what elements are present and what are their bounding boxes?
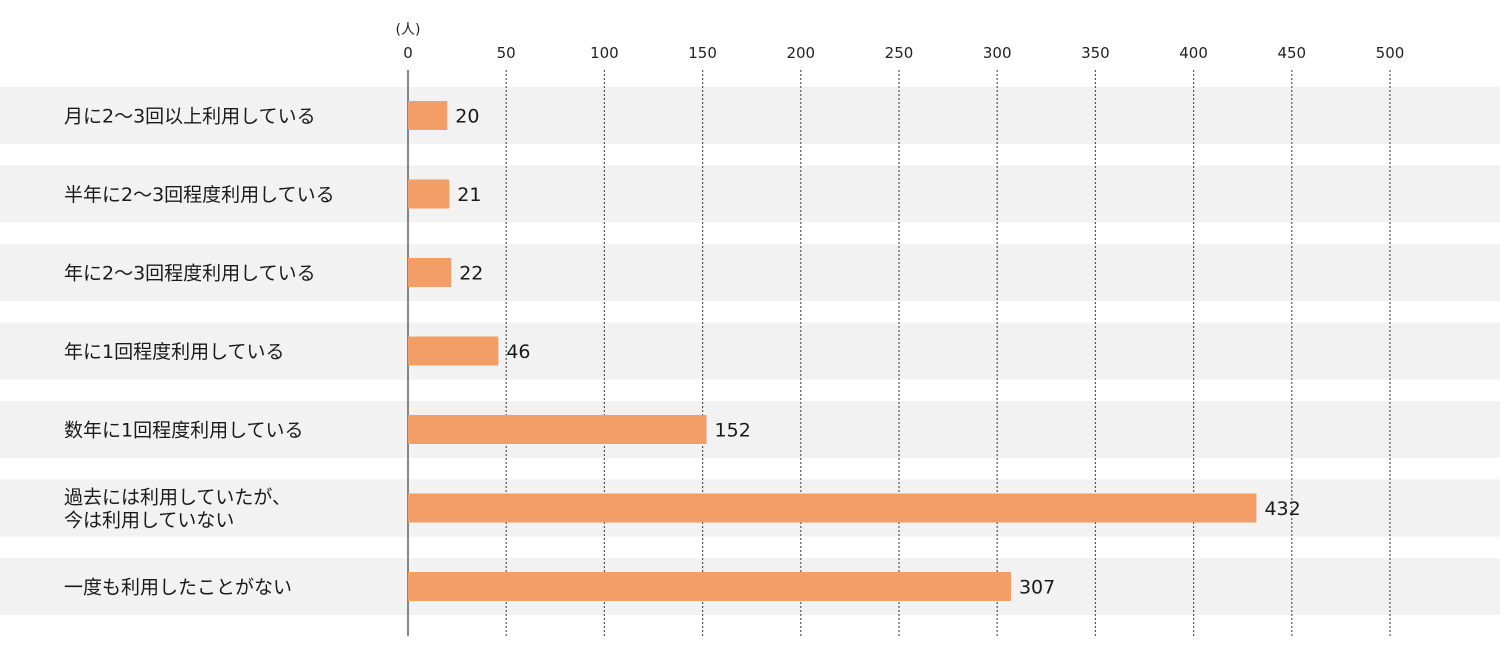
- bar: [408, 493, 1257, 523]
- category-label: 数年に1回程度利用している: [64, 420, 304, 442]
- bars: [408, 101, 1257, 601]
- x-tick-label: 50: [497, 44, 516, 62]
- x-axis-unit-label: (人): [396, 22, 421, 38]
- x-tick-label: 100: [590, 44, 619, 62]
- x-tick-label: 300: [983, 44, 1012, 62]
- category-label: 過去には利用していたが、今は利用していない: [64, 487, 291, 532]
- value-label: 152: [715, 420, 751, 442]
- x-tick-label: 150: [688, 44, 717, 62]
- bar: [408, 336, 499, 366]
- x-axis-tick-labels: 0 50 100 150 200 250 300 350 400 450 500: [403, 44, 1404, 62]
- category-label: 年に1回程度利用している: [64, 341, 285, 363]
- bar: [408, 572, 1011, 601]
- value-label: 307: [1019, 577, 1055, 599]
- row-band: [0, 165, 1500, 223]
- category-label: 一度も利用したことがない: [64, 577, 292, 599]
- row-band: [0, 322, 1500, 380]
- x-tick-label: 350: [1081, 44, 1110, 62]
- category-label: 月に2〜3回以上利用している: [64, 106, 316, 128]
- bar: [408, 179, 450, 209]
- value-label: 46: [506, 341, 530, 363]
- row-band: [0, 244, 1500, 301]
- value-label: 21: [457, 184, 481, 206]
- value-label: 432: [1264, 498, 1300, 520]
- row-band: [0, 401, 1500, 458]
- x-tick-label: 400: [1179, 44, 1208, 62]
- value-label: 22: [459, 263, 483, 285]
- bar: [408, 101, 448, 130]
- category-label: 年に2〜3回程度利用している: [64, 263, 316, 285]
- bar: [408, 258, 452, 287]
- x-tick-label: 450: [1277, 44, 1306, 62]
- x-tick-label: 500: [1376, 44, 1405, 62]
- x-tick-label: 0: [403, 44, 413, 62]
- row-band: [0, 87, 1500, 144]
- value-labels: 20 21 22 46 152 432 307: [455, 106, 1300, 599]
- x-tick-label: 200: [786, 44, 815, 62]
- category-labels: 月に2〜3回以上利用している半年に2〜3回程度利用している年に2〜3回程度利用し…: [64, 106, 335, 599]
- x-tick-label: 250: [885, 44, 914, 62]
- category-label: 半年に2〜3回程度利用している: [64, 184, 335, 206]
- bar: [408, 415, 707, 444]
- value-label: 20: [455, 106, 479, 128]
